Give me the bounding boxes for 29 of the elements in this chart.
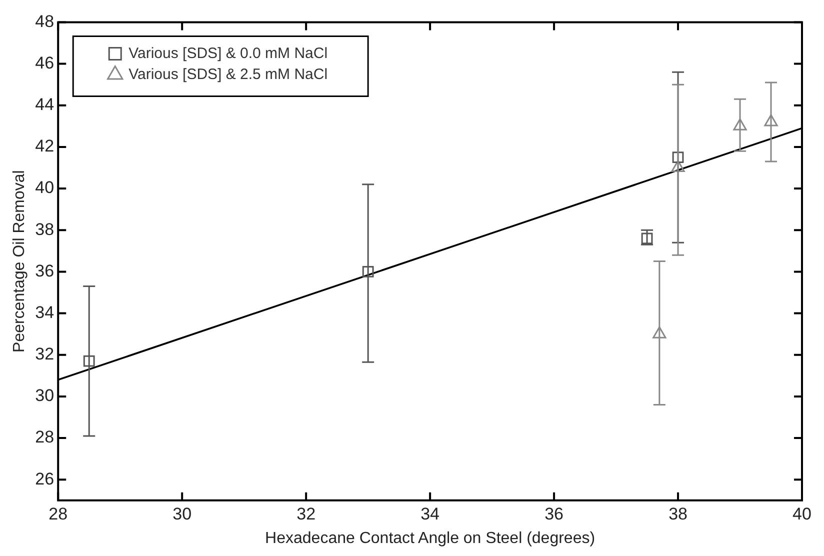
x-tick-label: 32	[296, 504, 316, 524]
legend-label: Various [SDS] & 0.0 mM NaCl	[128, 44, 328, 62]
y-tick-label: 38	[35, 220, 54, 239]
x-tick-label: 38	[668, 504, 688, 524]
point	[362, 266, 374, 278]
x-tick-label: 40	[792, 504, 812, 524]
y-tick-label: 46	[35, 53, 54, 72]
x-axis-title: Hexadecane Contact Angle on Steel (degrees)	[265, 530, 596, 547]
point	[764, 114, 778, 126]
x-tick-label: 36	[544, 504, 564, 524]
x-tick-label: 30	[172, 504, 192, 524]
point	[671, 160, 685, 172]
y-axis-title: Peercentage Oil Removal	[11, 170, 28, 352]
x-tick-label: 28	[48, 504, 68, 524]
y-tick-label: 26	[35, 469, 54, 488]
point	[641, 232, 653, 244]
y-tick-label: 42	[35, 136, 54, 156]
y-tick-label: 36	[35, 261, 54, 280]
point	[83, 355, 95, 367]
y-tick-label: 40	[35, 178, 54, 198]
legend-label: Various [SDS] & 2.5 mM NaCl	[128, 66, 328, 83]
y-tick-label: 48	[35, 12, 54, 31]
y-tick-label: 32	[35, 344, 54, 364]
y-tick-label: 30	[35, 386, 54, 406]
point	[733, 118, 747, 130]
y-tick-label: 34	[35, 302, 54, 322]
y-tick-label: 44	[35, 95, 54, 114]
y-tick-label: 28	[35, 428, 54, 447]
x-tick-label: 34	[420, 504, 440, 524]
